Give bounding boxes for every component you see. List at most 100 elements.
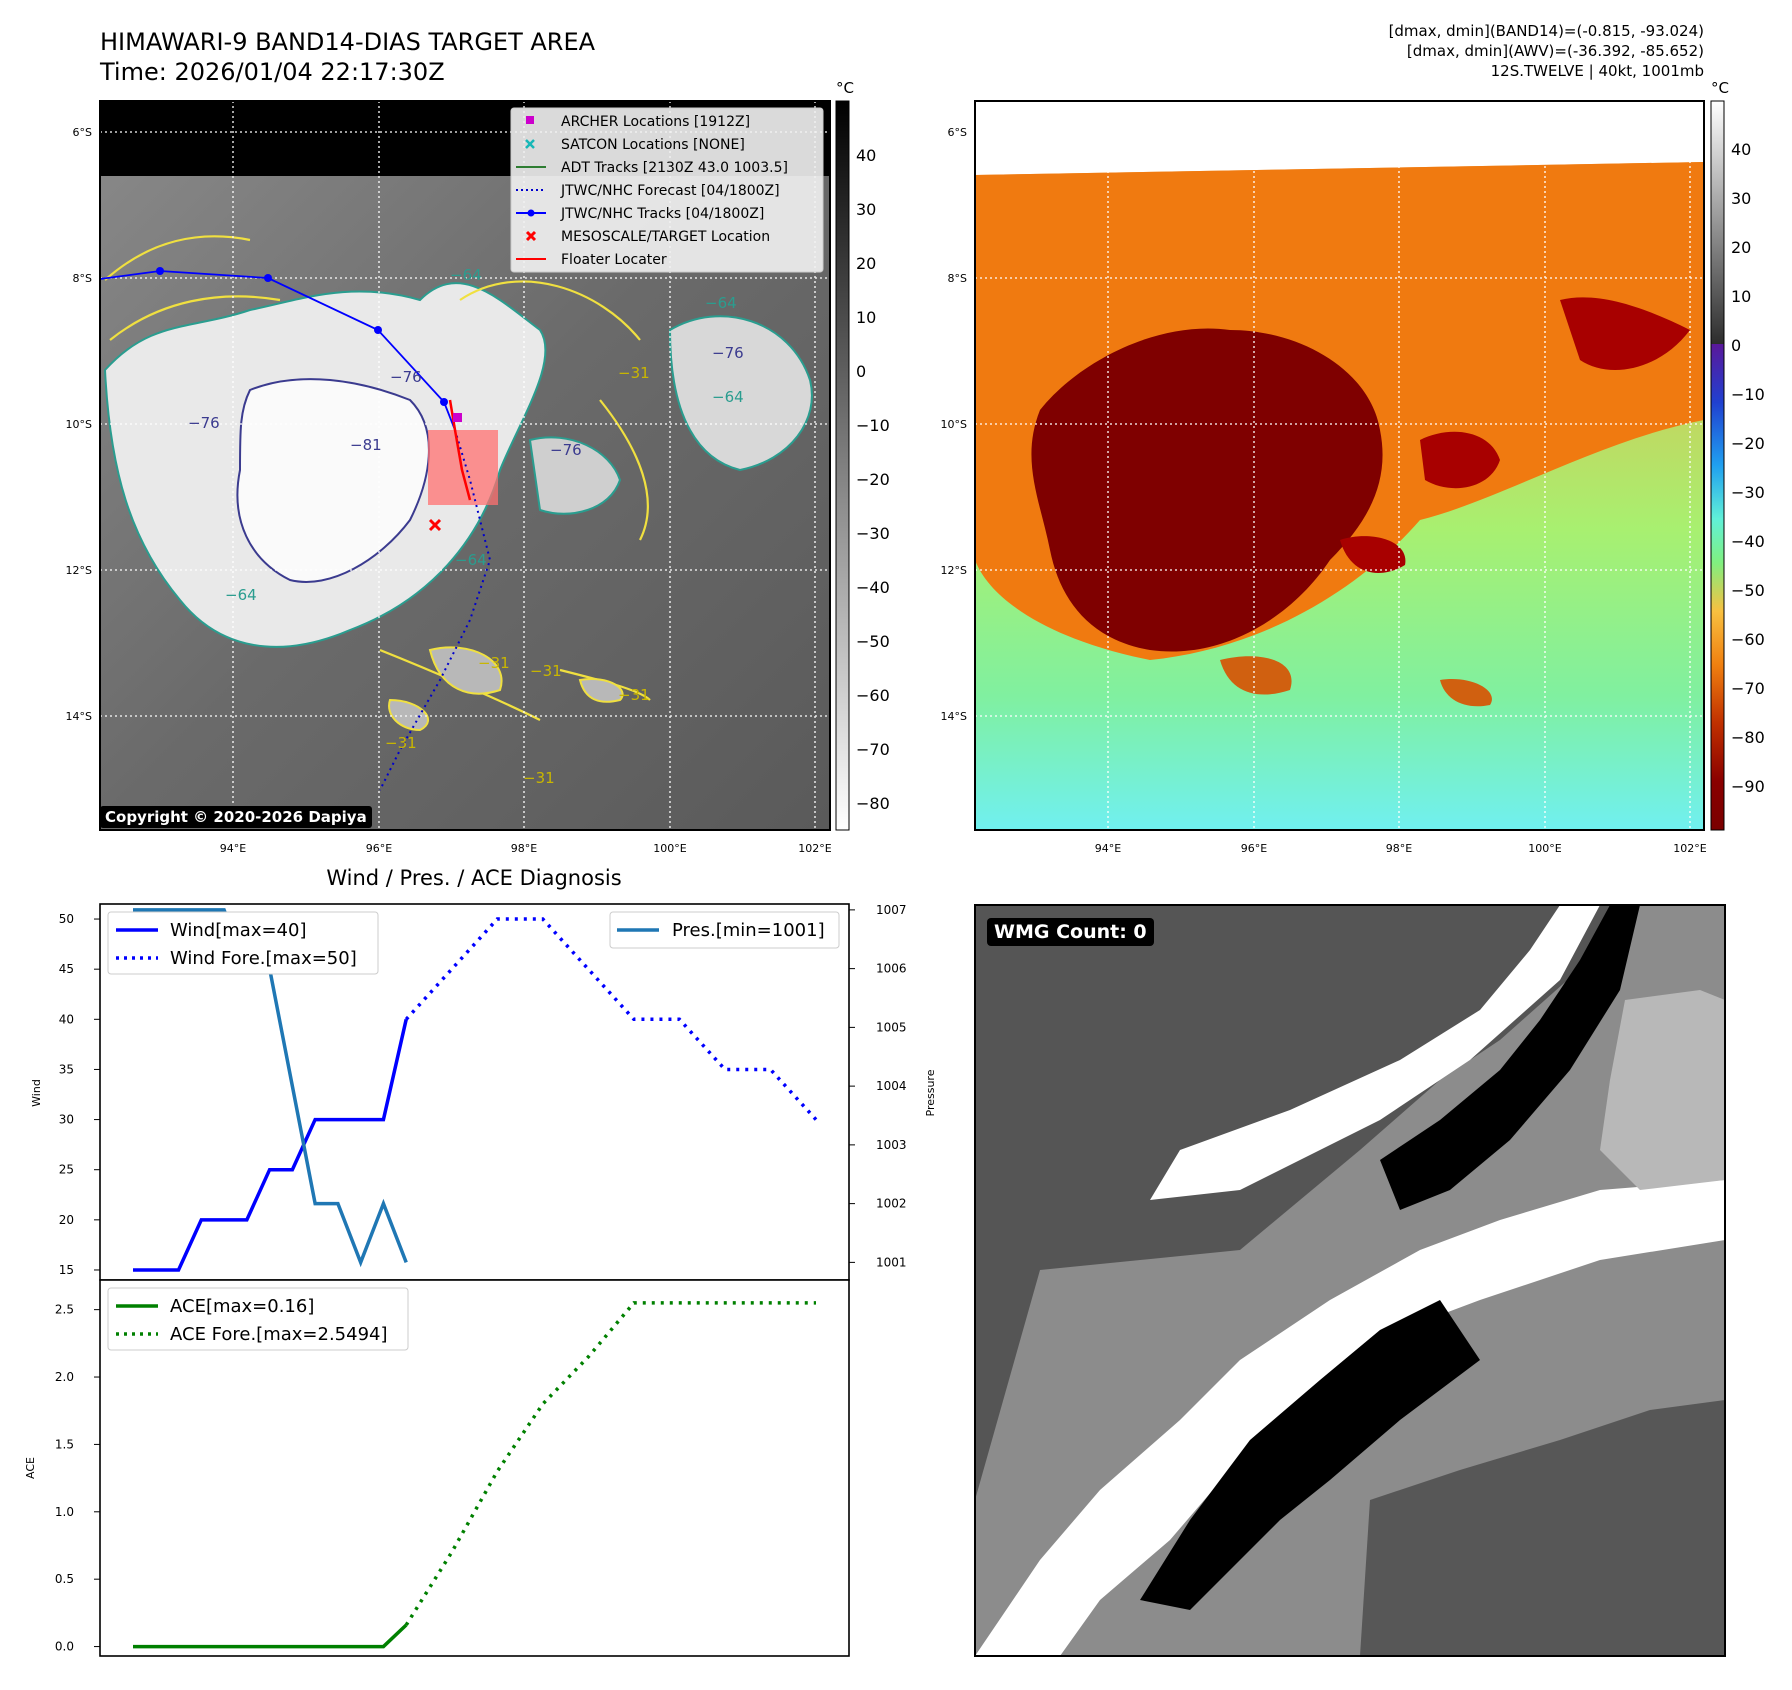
pressure-y-ticks: 1007 1006 1005 1004 1003 1002 1001 bbox=[849, 903, 907, 1269]
contour-label: −31 bbox=[618, 686, 650, 704]
contour-label: −31 bbox=[530, 662, 562, 680]
wmg-black-band bbox=[1140, 1300, 1480, 1610]
legend-label: ARCHER Locations [1912Z] bbox=[561, 114, 750, 130]
jtwc-track-points bbox=[156, 267, 448, 406]
wind-legend bbox=[107, 911, 379, 975]
legend-label: MESOSCALE/TARGET Location bbox=[561, 229, 770, 245]
awv-cbar-tick: 10 bbox=[1731, 287, 1751, 306]
awv-dark-core bbox=[1031, 328, 1383, 652]
ir-cbar-tick: 40 bbox=[856, 146, 876, 165]
contour-label: −81 bbox=[350, 436, 382, 454]
pressure-legend bbox=[609, 911, 840, 949]
square-marker-icon bbox=[526, 116, 534, 124]
lat-label: 8°S bbox=[948, 272, 967, 285]
legend-label: Wind[max=40] bbox=[170, 920, 307, 941]
ir-colorbar bbox=[835, 100, 850, 831]
contour-label: −31 bbox=[478, 654, 510, 672]
awv-map-panel bbox=[975, 101, 1704, 830]
contour-label: −64 bbox=[455, 551, 487, 569]
awv-dark-cells bbox=[1340, 297, 1690, 573]
legend-label: JTWC/NHC Tracks [04/1800Z] bbox=[560, 206, 764, 222]
y-tick-label: 15 bbox=[59, 1263, 74, 1277]
awv-cbar-tick: −40 bbox=[1731, 532, 1765, 551]
ir-cbar-tick: 30 bbox=[856, 200, 876, 219]
y-tick-label: 1.5 bbox=[55, 1437, 74, 1451]
y-tick-label-right: 1002 bbox=[876, 1197, 907, 1211]
info-awv-range: [dmax, dmin](AWV)=(-36.392, -85.652) bbox=[1406, 42, 1704, 60]
y-tick-label-right: 1004 bbox=[876, 1079, 907, 1093]
ir-cbar-tick: −50 bbox=[856, 632, 890, 651]
lon-label: 98°E bbox=[511, 842, 537, 855]
ir-cbar-tick: −40 bbox=[856, 578, 890, 597]
y-tick-label: 45 bbox=[59, 962, 74, 976]
awv-cbar-tick: 0 bbox=[1731, 336, 1741, 355]
awv-gridlines bbox=[975, 101, 1704, 830]
lat-label: 6°S bbox=[948, 126, 967, 139]
cloud-mid bbox=[528, 436, 622, 515]
ir-cbar-tick: −80 bbox=[856, 794, 890, 813]
ir-cbar-tick: −30 bbox=[856, 524, 890, 543]
awv-map-frame bbox=[974, 100, 1705, 831]
y-tick-label: 25 bbox=[59, 1163, 74, 1177]
awv-cbar-tick: −90 bbox=[1731, 777, 1765, 796]
y-tick-label: 2.0 bbox=[55, 1370, 74, 1384]
y-tick-label: 1.0 bbox=[55, 1505, 74, 1519]
y-tick-label: 35 bbox=[59, 1062, 74, 1076]
legend-label: Floater Locater bbox=[561, 252, 667, 268]
y-tick-label-right: 1007 bbox=[876, 903, 907, 917]
legend-label: ACE Fore.[max=2.5494] bbox=[170, 1324, 388, 1345]
wind-y-ticks: 50 45 40 35 30 25 20 15 bbox=[59, 912, 100, 1277]
lat-label: 12°S bbox=[941, 564, 967, 577]
ace-chart-frame bbox=[99, 1279, 850, 1657]
ir-colorbar-ticks: 40 30 20 10 0 −10 −20 −30 −40 −50 −60 −7… bbox=[856, 146, 890, 813]
ace-y-ticks: 2.5 2.0 1.5 1.0 0.5 0.0 bbox=[55, 1303, 100, 1654]
contour-label: −64 bbox=[712, 388, 744, 406]
ir-cbar-tick: −20 bbox=[856, 470, 890, 489]
wmg-light-field bbox=[1600, 990, 1725, 1190]
contour-label: −31 bbox=[523, 769, 555, 787]
lat-label: 6°S bbox=[73, 126, 92, 139]
lon-label: 102°E bbox=[1673, 842, 1706, 855]
page-subtitle-time: Time: 2026/01/04 22:17:30Z bbox=[100, 58, 445, 86]
awv-lat-labels: 6°S 8°S 10°S 12°S 14°S bbox=[941, 126, 967, 723]
y-tick-label: 40 bbox=[59, 1012, 74, 1026]
ace-axis-label: ACE bbox=[24, 1457, 37, 1479]
floater-locater-line bbox=[448, 399, 472, 501]
awv-cbar-tick: 30 bbox=[1731, 189, 1751, 208]
ir-lon-labels: 94°E 96°E 98°E 100°E 102°E bbox=[220, 842, 832, 855]
lon-label: 100°E bbox=[653, 842, 686, 855]
awv-cbar-tick: 20 bbox=[1731, 238, 1751, 257]
target-marker bbox=[428, 518, 442, 532]
wmg-count-badge: WMG Count: 0 bbox=[987, 918, 1154, 946]
awv-cbar-tick: −80 bbox=[1731, 728, 1765, 747]
lon-label: 96°E bbox=[1241, 842, 1267, 855]
ir-map-frame bbox=[99, 100, 831, 831]
copyright-badge: Copyright © 2020-2026 Dapiya bbox=[100, 806, 372, 828]
awv-cbar-tick: −30 bbox=[1731, 483, 1765, 502]
y-tick-label: 50 bbox=[59, 912, 74, 926]
awv-lon-labels: 94°E 96°E 98°E 100°E 102°E bbox=[1095, 842, 1707, 855]
legend-label: Wind Fore.[max=50] bbox=[170, 948, 357, 969]
contour-label: −76 bbox=[390, 368, 422, 386]
lat-label: 8°S bbox=[73, 272, 92, 285]
lat-label: 10°S bbox=[66, 418, 92, 431]
contour-label: −64 bbox=[705, 294, 737, 312]
lat-label: 12°S bbox=[66, 564, 92, 577]
page-title: HIMAWARI-9 BAND14-DIAS TARGET AREA bbox=[100, 28, 596, 56]
y-tick-label: 30 bbox=[59, 1113, 74, 1127]
contour-label: −76 bbox=[188, 414, 220, 432]
ir-cbar-tick: 10 bbox=[856, 308, 876, 327]
contour-label: −64 bbox=[225, 586, 257, 604]
floater-target-box bbox=[428, 430, 498, 505]
ace-chart: 2.5 2.0 1.5 1.0 0.5 0.0 ACE ACE[max=0.16] ACE… bbox=[24, 1279, 850, 1657]
info-band14-range: [dmax, dmin](BAND14)=(-0.815, -93.024) bbox=[1388, 22, 1704, 40]
awv-colorbar-ticks: 40 30 20 10 0 −10 −20 −30 −40 −50 −60 −7… bbox=[1731, 140, 1765, 796]
lat-label: 14°S bbox=[941, 710, 967, 723]
awv-cbar-tick: 40 bbox=[1731, 140, 1751, 159]
cloud-bands-south bbox=[388, 646, 624, 732]
wmg-black-band-north bbox=[1380, 905, 1640, 1210]
awv-cbar-tick: −60 bbox=[1731, 630, 1765, 649]
ir-cbar-tick: −60 bbox=[856, 686, 890, 705]
series-line bbox=[404, 917, 818, 1121]
